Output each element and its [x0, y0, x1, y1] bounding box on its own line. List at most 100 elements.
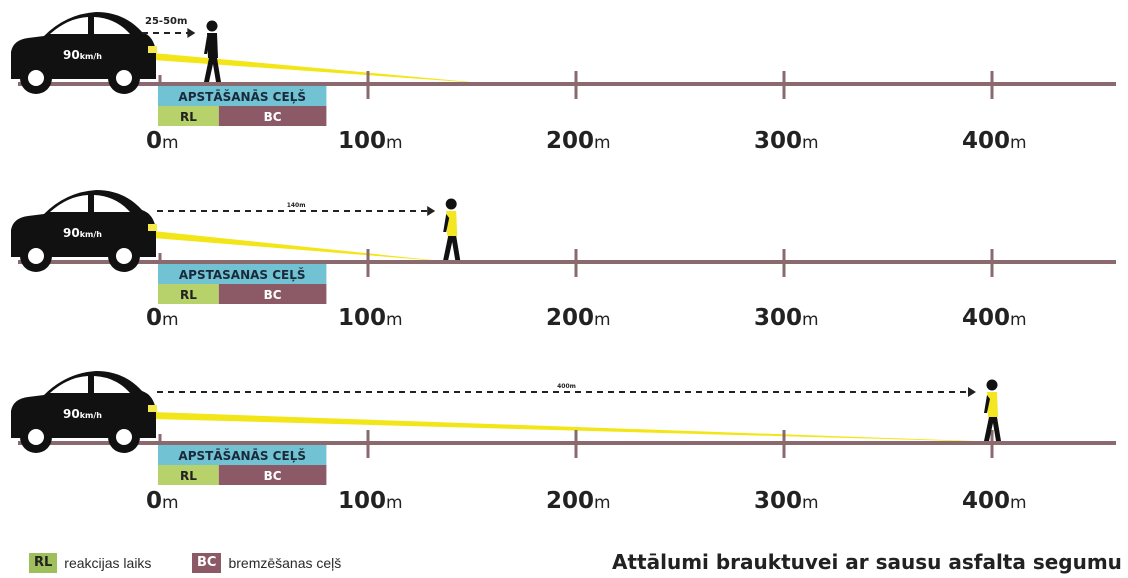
pedestrian-arm [984, 395, 990, 413]
scenario-1: 90km/h 25-50m APSTĀŠANĀS CEĻŠ RL BC [11, 12, 1116, 126]
car-headlight [148, 405, 157, 412]
car-wheel-hub [116, 70, 132, 86]
distance-tick-number: 300 [754, 305, 803, 331]
distance-tick-number: 100 [338, 488, 387, 514]
car-window [94, 376, 130, 393]
pedestrian-legs [984, 417, 1001, 441]
visibility-arrowhead [427, 206, 436, 216]
distance-tick-number: 100 [338, 128, 387, 154]
pedestrian-head [986, 379, 998, 391]
distance-tick-number: 200 [546, 488, 595, 514]
distance-tick-label: 100m [338, 305, 403, 331]
car-headlight [148, 46, 157, 53]
distance-tick-label: 400m [962, 128, 1027, 154]
pedestrian-torso [446, 211, 458, 236]
legend-bc: BC bremzēšanas ceļš [192, 552, 341, 574]
headlight-beam [153, 412, 1030, 443]
distance-tick-number: 400 [962, 488, 1011, 514]
speed-label: 90km/h [63, 226, 102, 240]
distance-tick-unit: m [1010, 310, 1027, 330]
stopping-bar-label: APSTASANAS CEĻŠ [179, 267, 306, 282]
distance-tick-unit: m [162, 133, 179, 153]
rl-bar-label: RL [180, 110, 197, 124]
stopping-bar-label: APSTĀŠANĀS CEĻŠ [178, 89, 306, 104]
speed-value: 90 [63, 226, 80, 240]
distance-tick-unit: m [386, 133, 403, 153]
visibility-arrowhead [187, 28, 196, 38]
distance-tick-label: 0m [146, 128, 179, 154]
car-window [50, 17, 88, 34]
car-wheel-hub [116, 248, 132, 264]
distance-tick-label: 300m [754, 488, 819, 514]
car-wheel-hub [28, 248, 44, 264]
distance-tick-unit: m [1010, 133, 1027, 153]
distance-tick-number: 400 [962, 305, 1011, 331]
distance-tick-label: 300m [754, 128, 819, 154]
bc-bar [218, 465, 327, 485]
speed-value: 90 [63, 407, 80, 421]
visibility-label: 400m [557, 383, 576, 390]
rl-bar [158, 106, 219, 126]
distance-tick-number: 400 [962, 128, 1011, 154]
scenario-2: 90km/h 140m APSTASANAS CEĻŠ RL BC [11, 190, 1116, 304]
scenario-3: 90km/h 400m APSTĀŠANĀS CEĻŠ RL BC [11, 371, 1116, 485]
speed-value: 90 [63, 48, 80, 62]
distance-tick-unit: m [802, 310, 819, 330]
visibility-arrowhead [968, 387, 976, 397]
legend-bc-box: BC [192, 553, 222, 573]
car-wheel-hub [28, 429, 44, 445]
pedestrian-arm [204, 36, 210, 54]
pedestrian-torso [207, 33, 218, 58]
pedestrian-head [445, 198, 457, 210]
distance-tick-unit: m [162, 310, 179, 330]
speed-unit: km/h [80, 230, 103, 239]
distance-tick-unit: m [594, 133, 611, 153]
speed-label: 90km/h [63, 407, 102, 421]
distance-tick-unit: m [386, 493, 403, 513]
distance-tick-unit: m [802, 493, 819, 513]
car-window [94, 17, 130, 34]
bc-bar [218, 284, 327, 304]
distance-tick-label: 400m [962, 488, 1027, 514]
distance-tick-unit: m [162, 493, 179, 513]
car-headlight [148, 224, 157, 231]
speed-unit: km/h [80, 411, 103, 420]
pedestrian-head [206, 20, 218, 32]
distance-tick-label: 400m [962, 305, 1027, 331]
visibility-label: 25-50m [145, 16, 187, 27]
distance-tick-unit: m [386, 310, 403, 330]
legend-bc-text: bremzēšanas ceļš [228, 555, 342, 571]
stopping-bar-label: APSTĀŠANĀS CEĻŠ [178, 448, 306, 463]
distance-tick-label: 0m [146, 305, 179, 331]
diagram-caption: Attālumi brauktuvei ar sausu asfalta seg… [612, 550, 1122, 574]
car-window [50, 376, 88, 393]
headlight-beam [153, 231, 452, 262]
legend-rl-text: reakcijas laiks [64, 555, 152, 571]
distance-tick-number: 100 [338, 305, 387, 331]
distance-tick-label: 200m [546, 305, 611, 331]
legend-rl: RL reakcijas laiks [29, 552, 151, 574]
distance-tick-label: 200m [546, 488, 611, 514]
rl-bar [158, 465, 219, 485]
pedestrian-torso [987, 392, 998, 417]
distance-tick-number: 0 [146, 128, 163, 154]
distance-tick-label: 0m [146, 488, 179, 514]
distance-tick-number: 300 [754, 128, 803, 154]
speed-unit: km/h [80, 52, 103, 61]
distance-tick-number: 200 [546, 305, 595, 331]
distance-tick-number: 0 [146, 305, 163, 331]
legend-rl-box: RL [29, 553, 58, 573]
stopping-bar [158, 445, 327, 465]
visibility-label: 140m [287, 202, 306, 209]
distance-tick-unit: m [1010, 493, 1027, 513]
distance-tick-number: 0 [146, 488, 163, 514]
rl-bar-label: RL [180, 469, 197, 483]
distance-tick-unit: m [802, 133, 819, 153]
distance-tick-label: 300m [754, 305, 819, 331]
bc-bar-label: BC [264, 110, 282, 124]
distance-tick-number: 300 [754, 488, 803, 514]
speed-label: 90km/h [63, 48, 102, 62]
rl-bar-label: RL [180, 288, 197, 302]
car-wheel-hub [28, 70, 44, 86]
